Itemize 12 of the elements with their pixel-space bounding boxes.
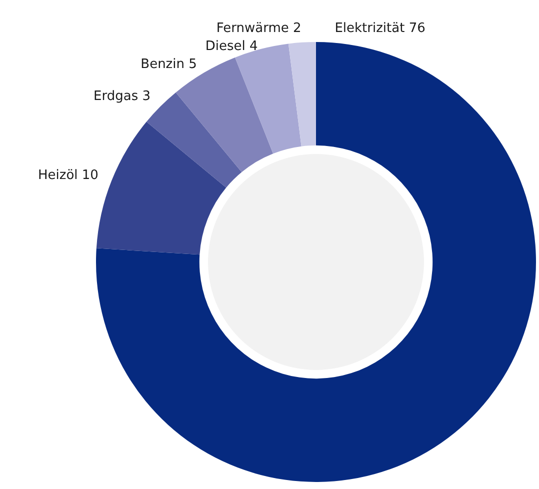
data-label: 76 — [408, 21, 426, 36]
slice-label: Benzin — [140, 56, 189, 72]
data-label: 10 — [82, 168, 98, 184]
slice-label: Erdgas — [94, 88, 142, 104]
data-label: 4 — [250, 38, 258, 54]
slice-label: Fernwärme — [216, 20, 294, 36]
data-label: 5 — [188, 56, 197, 72]
data-label: 2 — [293, 20, 302, 36]
slice-label: Diesel — [205, 38, 250, 54]
slice-label: Heizöl — [38, 168, 82, 184]
slice-label: Elektrizität — [334, 21, 409, 36]
data-label: 3 — [142, 88, 151, 104]
